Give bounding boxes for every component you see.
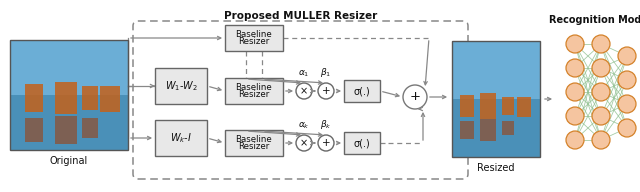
Circle shape bbox=[592, 59, 610, 77]
FancyBboxPatch shape bbox=[480, 93, 496, 119]
FancyBboxPatch shape bbox=[10, 40, 128, 95]
Text: +: + bbox=[322, 86, 330, 96]
Text: Resizer: Resizer bbox=[238, 142, 269, 151]
Circle shape bbox=[592, 83, 610, 101]
Circle shape bbox=[618, 47, 636, 65]
Text: Resized: Resized bbox=[477, 163, 515, 173]
Circle shape bbox=[566, 83, 584, 101]
FancyBboxPatch shape bbox=[155, 68, 207, 104]
Text: $\alpha_k$: $\alpha_k$ bbox=[298, 121, 310, 131]
Circle shape bbox=[592, 35, 610, 53]
Text: Baseline: Baseline bbox=[236, 30, 273, 39]
Text: Resizer: Resizer bbox=[238, 37, 269, 46]
Circle shape bbox=[618, 95, 636, 113]
FancyBboxPatch shape bbox=[460, 121, 474, 139]
FancyBboxPatch shape bbox=[55, 116, 77, 144]
Circle shape bbox=[592, 107, 610, 125]
FancyBboxPatch shape bbox=[10, 96, 128, 114]
FancyBboxPatch shape bbox=[517, 97, 531, 117]
Circle shape bbox=[566, 131, 584, 149]
FancyBboxPatch shape bbox=[225, 130, 283, 156]
FancyBboxPatch shape bbox=[82, 118, 98, 138]
Text: ×: × bbox=[300, 86, 308, 96]
FancyBboxPatch shape bbox=[25, 84, 43, 112]
FancyBboxPatch shape bbox=[344, 80, 380, 102]
Text: Baseline: Baseline bbox=[236, 83, 273, 92]
Text: σ(.): σ(.) bbox=[354, 138, 371, 148]
FancyBboxPatch shape bbox=[460, 95, 474, 117]
FancyBboxPatch shape bbox=[55, 82, 77, 114]
Text: Baseline: Baseline bbox=[236, 135, 273, 144]
FancyBboxPatch shape bbox=[10, 95, 128, 150]
Circle shape bbox=[566, 107, 584, 125]
FancyBboxPatch shape bbox=[225, 25, 283, 51]
Text: +: + bbox=[410, 90, 420, 103]
Circle shape bbox=[566, 59, 584, 77]
Circle shape bbox=[296, 135, 312, 151]
Text: Resizer: Resizer bbox=[238, 90, 269, 99]
Text: $\alpha_1$: $\alpha_1$ bbox=[298, 69, 310, 79]
Text: σ(.): σ(.) bbox=[354, 86, 371, 96]
FancyBboxPatch shape bbox=[502, 121, 514, 135]
Circle shape bbox=[566, 35, 584, 53]
Circle shape bbox=[592, 131, 610, 149]
Circle shape bbox=[403, 85, 427, 109]
FancyBboxPatch shape bbox=[502, 97, 514, 115]
Text: +: + bbox=[322, 138, 330, 148]
FancyBboxPatch shape bbox=[452, 41, 540, 99]
Text: $W_k$-$I$: $W_k$-$I$ bbox=[170, 131, 192, 145]
Text: ×: × bbox=[300, 138, 308, 148]
FancyBboxPatch shape bbox=[480, 119, 496, 141]
FancyBboxPatch shape bbox=[82, 86, 98, 110]
Circle shape bbox=[618, 119, 636, 137]
Circle shape bbox=[318, 83, 334, 99]
Text: Recognition Model: Recognition Model bbox=[548, 15, 640, 25]
Circle shape bbox=[318, 135, 334, 151]
FancyBboxPatch shape bbox=[452, 100, 540, 119]
Text: Original: Original bbox=[50, 156, 88, 166]
Text: $W_1$-$W_2$: $W_1$-$W_2$ bbox=[164, 79, 198, 93]
FancyBboxPatch shape bbox=[344, 132, 380, 154]
Text: $\beta_1$: $\beta_1$ bbox=[321, 66, 332, 79]
FancyBboxPatch shape bbox=[225, 78, 283, 104]
Circle shape bbox=[296, 83, 312, 99]
FancyBboxPatch shape bbox=[452, 99, 540, 157]
FancyBboxPatch shape bbox=[25, 118, 43, 142]
FancyBboxPatch shape bbox=[155, 120, 207, 156]
Text: $\beta_k$: $\beta_k$ bbox=[320, 118, 332, 131]
FancyBboxPatch shape bbox=[100, 86, 120, 112]
Text: Proposed MULLER Resizer: Proposed MULLER Resizer bbox=[224, 11, 377, 21]
Circle shape bbox=[618, 71, 636, 89]
